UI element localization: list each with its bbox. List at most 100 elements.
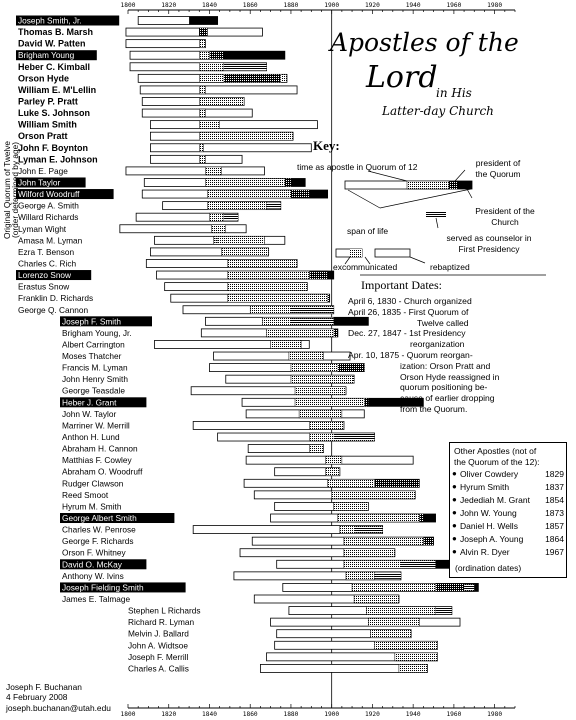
axis-tick-label: 1960 (446, 2, 461, 9)
apostle-name-label: Orson Hyde (18, 73, 69, 83)
timeline-row: John W. Taylor (62, 409, 365, 419)
life-span-bar (150, 143, 312, 153)
timeline-row: Stephen L Richards (128, 606, 453, 616)
credit-name: Joseph F. Buchanan (6, 682, 82, 692)
key-span-label: span of life (347, 226, 389, 236)
axis-label-line-1: Original Quorum of Twelve (2, 141, 12, 239)
axis-tick-label: 1940 (406, 2, 421, 9)
other-apostle-year: 1864 (545, 534, 564, 544)
apostle-period-bar (221, 247, 269, 257)
timeline-row: Erastus Snow (18, 282, 308, 292)
president-label-background (60, 397, 147, 408)
counselor-bar (223, 214, 238, 221)
counselor-bar (266, 202, 281, 209)
timeline-row: Joseph F. Merrill (128, 652, 438, 662)
axis-tick-label: 1940 (406, 711, 421, 718)
apostle-name-label: Hyrum M. Smith (62, 501, 122, 511)
key-counselor-bar (426, 212, 446, 218)
life-span-bar (125, 166, 265, 176)
apostle-name-label: Brigham Young, Jr. (62, 328, 132, 338)
other-apostle-entry: ● Oliver Cowdery 1829 (452, 469, 564, 482)
axis-tick-label: 1860 (243, 711, 258, 718)
important-date-line: ization: Orson Pratt and (400, 360, 491, 371)
axis-tick-label: 1900 (324, 2, 339, 9)
counselor-bar (290, 318, 334, 325)
apostle-period-bar (199, 62, 224, 72)
important-date-line: April 6, 1830 - Church organized (348, 296, 472, 306)
timeline-row: Melvin J. Ballard (128, 629, 412, 639)
apostle-name-label: David W. Patten (18, 39, 86, 49)
apostle-period-bar (290, 374, 355, 384)
apostle-period-bar (353, 594, 400, 604)
quorum-president-bar (199, 28, 208, 37)
title-line-2: Lord (366, 60, 438, 95)
life-span-bar (119, 224, 247, 234)
key-apostle-bar (406, 180, 450, 190)
other-apostles-box: Other Apostles (not of the Quorum of the… (449, 442, 567, 578)
other-apostle-year: 1837 (545, 482, 564, 492)
key-pointer-line (364, 256, 371, 265)
life-span-bar (154, 340, 310, 349)
apostle-name-label: Charles C. Rich (18, 258, 76, 268)
other-apostle-name: Daniel H. Wells (460, 521, 518, 531)
important-date-line: April 26, 1835 - First Quorum of (348, 306, 469, 317)
important-dates-lines: April 6, 1830 - Church organized April 26… (348, 296, 563, 415)
apostle-name-label: Richard R. Lyman (128, 617, 194, 627)
axis-tick-label: 1820 (161, 711, 176, 718)
apostle-name-label: William E. M'Lellin (18, 85, 96, 95)
counselor-bar (352, 376, 355, 383)
timeline-row: Joseph F. Smith (60, 316, 369, 327)
key-sample (335, 169, 546, 276)
counselor-bar (354, 526, 383, 533)
other-apostle-entry: ● Alvin R. Dyer 1967 (452, 547, 564, 560)
apostle-name-label: Heber J. Grant (62, 397, 117, 407)
apostle-period-bar (325, 455, 343, 465)
key-president-church-label: President of the Church (475, 206, 535, 227)
chart-title: Apostles of the Lord in His Latter-day C… (330, 28, 550, 118)
apostle-period-bar (199, 155, 206, 164)
axis-tick-label: 1820 (161, 2, 176, 9)
other-apostle-year: 1873 (545, 508, 564, 518)
apostle-name-label: Melvin J. Ballard (128, 629, 189, 639)
apostle-name-label: George Q. Cannon (18, 305, 88, 315)
apostle-period-bar (205, 178, 292, 187)
axis-tick-label: 1980 (487, 2, 502, 9)
president-label-background (16, 189, 114, 200)
timeline-row: Luke S. Johnson (18, 108, 253, 118)
apostle-period-bar (333, 502, 369, 511)
timeline-row: Joseph Fielding Smith (60, 582, 479, 593)
timeline-row: Orson Pratt (18, 131, 294, 141)
apostle-name-label: John Henry Smith (62, 374, 128, 384)
timeline-row: Charles A. Callis (128, 663, 428, 673)
timeline-row: Richard R. Lyman (128, 617, 461, 627)
other-apostle-entry: ● John W. Young 1873 (452, 508, 564, 521)
bullet-icon: ● (452, 508, 457, 517)
apostle-period-bar (227, 293, 330, 303)
other-apostles-heading-2: the Quorum of the 12): (454, 457, 540, 467)
apostle-period-bar (374, 641, 438, 650)
timeline-row: Brigham Young, Jr. (62, 328, 339, 338)
other-apostle-name: Oliver Cowdery (460, 469, 519, 479)
counselor-bar (333, 434, 375, 441)
timeline-row: Orson F. Whitney (62, 548, 396, 558)
key-pointer-line (454, 169, 466, 182)
apostle-name-label: Lorenzo Snow (18, 270, 72, 280)
apostle-period-bar (327, 479, 420, 488)
quorum-president-bar (284, 178, 291, 187)
apostle-name-label: Lyman E. Johnson (18, 154, 98, 164)
apostle-name-label: Franklin D. Richards (18, 293, 93, 303)
axis-tick-label: 1860 (243, 2, 258, 9)
life-span-bar (141, 108, 253, 118)
apostle-name-label: Marriner W. Merrill (62, 420, 130, 430)
quorum-president-bar (327, 294, 330, 303)
timeline-row: Franklin D. Richards (18, 293, 331, 303)
apostle-period-bar (227, 259, 298, 268)
axis-tick-label: 1800 (121, 2, 136, 9)
life-span-bar (270, 617, 461, 627)
key-counselor-label: served as counselor in First Presidency (446, 233, 532, 254)
important-date-line: quorum positioning be- (400, 382, 488, 393)
apostle-period-bar (294, 386, 347, 395)
timeline-row: John Taylor (16, 177, 306, 188)
timeline-row: George Teasdale (62, 386, 347, 396)
other-apostle-name: Alvin R. Dyer (460, 547, 510, 557)
